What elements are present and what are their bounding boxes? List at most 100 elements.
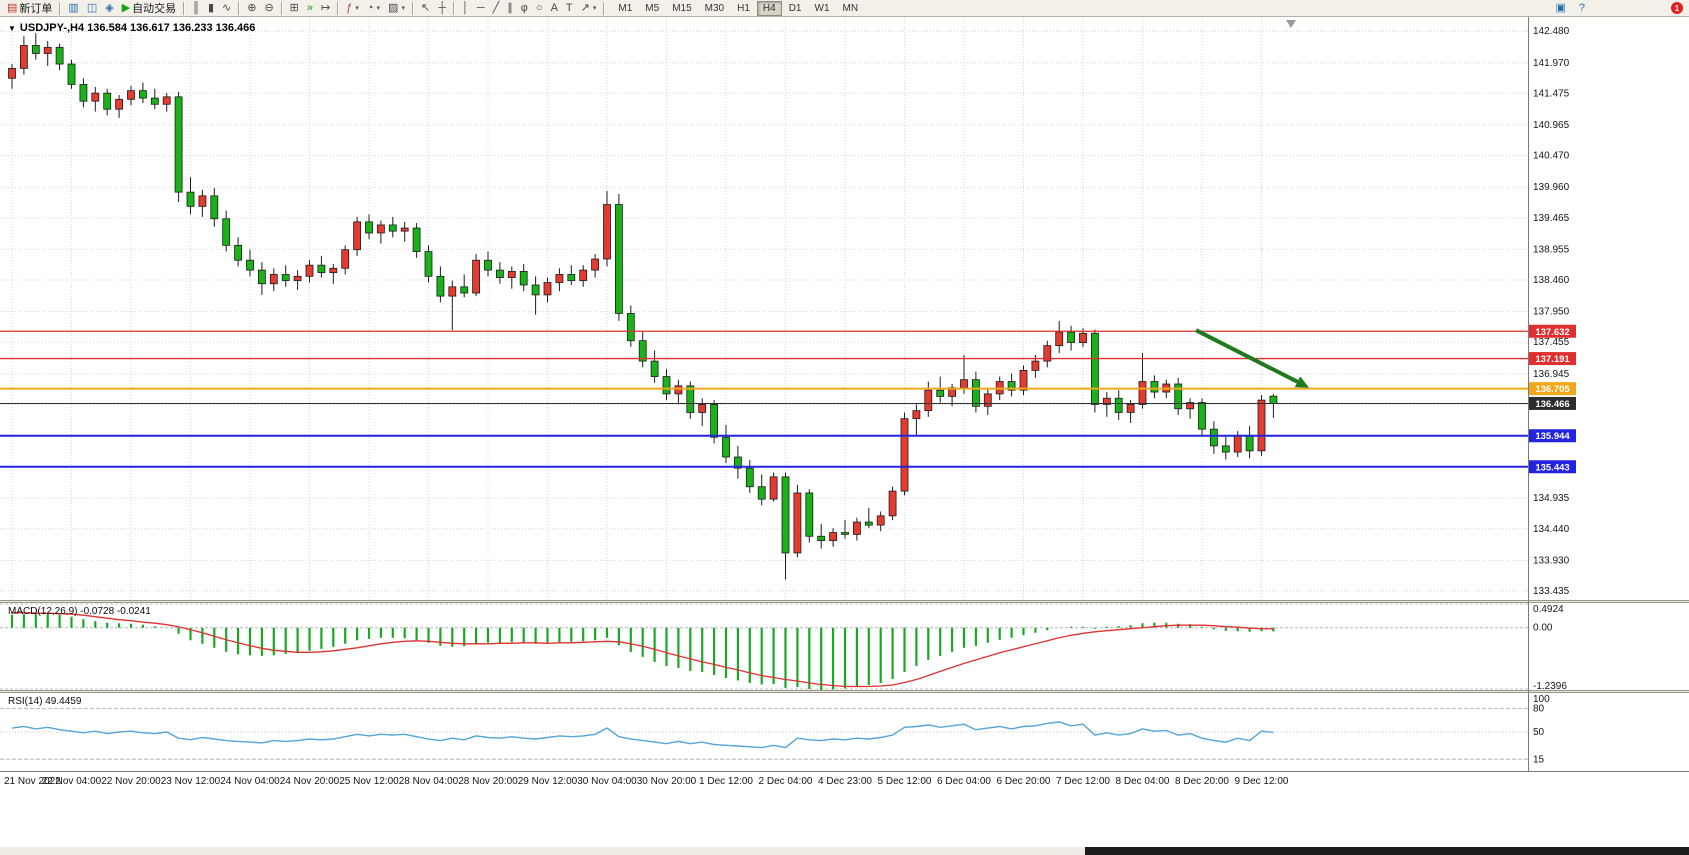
- macd-indicator[interactable]: 0.4924 0.00 -1.2396: [0, 603, 1567, 692]
- auto-scroll-icon[interactable]: »: [303, 1, 317, 16]
- channel-icon-glyph: ∥: [507, 1, 513, 14]
- timeframe-mn[interactable]: MN: [842, 2, 859, 14]
- candlestick-chart-icon-glyph: ▮: [207, 1, 215, 14]
- svg-text:136.945: 136.945: [1533, 369, 1570, 380]
- arrows-icon[interactable]: ↗ ▾: [577, 1, 601, 16]
- new-order-button[interactable]: ▤ 新订单: [3, 1, 56, 16]
- chart-shift-marker[interactable]: [1286, 20, 1296, 28]
- zoom-in-icon[interactable]: ⊕: [243, 1, 260, 16]
- svg-text:5 Dec 12:00: 5 Dec 12:00: [878, 776, 932, 787]
- auto-scroll-icon-glyph: »: [306, 1, 314, 14]
- svg-text:25 Nov 12:00: 25 Nov 12:00: [339, 776, 399, 787]
- svg-text:28 Nov 04:00: 28 Nov 04:00: [399, 776, 459, 787]
- toolbar-right: ▣? 1: [1551, 1, 1686, 16]
- timeframe-w1[interactable]: W1: [814, 2, 830, 14]
- toolbar-separator: [411, 1, 414, 15]
- data-window-icon[interactable]: ◫: [83, 1, 101, 16]
- chart-title: ▼ USDJPY-,H4 136.584 136.617 136.233 136…: [8, 22, 255, 34]
- hline-135_944[interactable]: 135.944: [0, 429, 1576, 443]
- h-scrollbar-track[interactable]: [0, 847, 1689, 855]
- svg-text:137.950: 137.950: [1533, 307, 1570, 318]
- svg-text:23 Nov 12:00: 23 Nov 12:00: [161, 776, 221, 787]
- hline-136_705[interactable]: 136.705: [0, 382, 1576, 396]
- trend-arrow[interactable]: [1195, 328, 1310, 388]
- toolbar-separator: [59, 1, 62, 15]
- help-icon[interactable]: ?: [1578, 1, 1585, 14]
- text-icon[interactable]: A: [547, 1, 562, 16]
- timeframe-h1[interactable]: H1: [737, 2, 750, 14]
- price-axis[interactable]: 142.480 141.970 141.475 140.965 140.470 139.9…: [1533, 26, 1570, 597]
- trendline-icon[interactable]: ╱: [489, 1, 504, 16]
- hline-136_466[interactable]: 136.466: [0, 396, 1576, 410]
- auto-trading-button[interactable]: ▶ 自动交易: [118, 1, 180, 16]
- svg-text:133.930: 133.930: [1533, 555, 1570, 566]
- h-scrollbar-thumb[interactable]: [1085, 847, 1689, 855]
- chart-shift-icon[interactable]: ↦: [317, 1, 334, 16]
- new-order-glyph: ▤: [7, 1, 18, 14]
- toolbar-separator: [603, 1, 606, 15]
- svg-text:134.935: 134.935: [1533, 493, 1570, 504]
- periods-icon[interactable]: ◔ ▾: [363, 1, 384, 16]
- svg-text:137.632: 137.632: [1535, 327, 1569, 338]
- fullscreen-icon[interactable]: ▣: [1555, 1, 1566, 14]
- crosshair-icon[interactable]: ┼: [434, 1, 450, 16]
- market-watch-icon[interactable]: ▥: [64, 1, 82, 16]
- bar-chart-icon[interactable]: ║: [188, 1, 204, 16]
- indicators-icon-glyph: ƒ: [346, 1, 353, 14]
- svg-text:136.466: 136.466: [1535, 399, 1569, 410]
- text-label-icon-glyph: T: [565, 1, 573, 14]
- timeframe-d1[interactable]: D1: [788, 2, 802, 14]
- svg-text:24 Nov 20:00: 24 Nov 20:00: [280, 776, 340, 787]
- svg-text:137.191: 137.191: [1535, 354, 1570, 365]
- line-chart-icon[interactable]: ∿: [218, 1, 235, 16]
- timeframe-m5[interactable]: M5: [645, 2, 660, 14]
- auto-trading-button-label: 自动交易: [132, 3, 177, 15]
- svg-text:21 Nov 2022: 21 Nov 2022: [4, 776, 61, 787]
- notification-badge[interactable]: 1: [1671, 2, 1683, 14]
- templates-icon[interactable]: ▨ ▾: [384, 1, 409, 16]
- fibonacci-icon-glyph: φ: [520, 1, 528, 14]
- svg-text:136.705: 136.705: [1535, 384, 1570, 395]
- hline-137_191[interactable]: 137.191: [0, 352, 1576, 366]
- timeframe-m15[interactable]: M15: [672, 2, 692, 14]
- shapes-icon[interactable]: ○: [532, 1, 547, 16]
- tile-windows-icon[interactable]: ⊞: [286, 1, 303, 16]
- candlestick-chart-icon[interactable]: ▮: [204, 1, 218, 16]
- svg-text:135.443: 135.443: [1535, 462, 1569, 473]
- chart-canvas[interactable]: 142.480 141.970 141.475 140.965 140.470 139.9…: [0, 17, 1689, 855]
- candlestick-series[interactable]: [8, 33, 1278, 580]
- svg-text:142.480: 142.480: [1533, 26, 1570, 37]
- zoom-out-icon[interactable]: ⊖: [260, 1, 277, 16]
- vertical-line-icon[interactable]: │: [458, 1, 473, 16]
- hline-135_443[interactable]: 135.443: [0, 460, 1576, 474]
- svg-text:137.455: 137.455: [1533, 337, 1570, 348]
- svg-text:7 Dec 12:00: 7 Dec 12:00: [1056, 776, 1110, 787]
- svg-text:50: 50: [1533, 727, 1545, 738]
- svg-text:1 Dec 12:00: 1 Dec 12:00: [699, 776, 753, 787]
- hline-137_632[interactable]: 137.632: [0, 324, 1576, 338]
- arrows-icon-glyph: ↗: [580, 1, 590, 14]
- fibonacci-icon[interactable]: φ: [517, 1, 532, 16]
- channel-icon[interactable]: ∥: [503, 1, 517, 16]
- cursor-icon[interactable]: ↖: [417, 1, 434, 16]
- timeframe-h4[interactable]: H4: [756, 0, 782, 16]
- navigator-icon[interactable]: ◈: [101, 1, 117, 16]
- vertical-line-icon-glyph: │: [461, 1, 469, 14]
- symbol-dropdown-icon[interactable]: ▼: [8, 23, 16, 33]
- horizontal-line-icon[interactable]: ─: [473, 1, 489, 16]
- chart-region[interactable]: 142.480 141.970 141.475 140.965 140.470 139.9…: [0, 17, 1689, 855]
- crosshair-icon-glyph: ┼: [438, 1, 446, 14]
- chart-shift-icon-glyph: ↦: [321, 1, 331, 14]
- svg-text:22 Nov 20:00: 22 Nov 20:00: [101, 776, 161, 787]
- indicators-icon[interactable]: ƒ ▾: [342, 1, 363, 16]
- svg-text:4 Dec 23:00: 4 Dec 23:00: [818, 776, 872, 787]
- timeframe-m30[interactable]: M30: [704, 2, 725, 14]
- svg-text:-1.2396: -1.2396: [1533, 681, 1567, 692]
- text-label-icon[interactable]: T: [562, 1, 577, 16]
- svg-text:141.970: 141.970: [1533, 58, 1570, 69]
- toolbar-groups: ▤ 新订单 ▥ ◫ ◈ ▶ 自动交易 ║ ▮ ∿ ⊕ ⊖ ⊞» ↦ ƒ ▾ ◔ ▾ ▨ ▾ ↖ ┼ │ ─ ╱ ∥ φ ○ A T ↗ ▾: [3, 1, 608, 16]
- rsi-line: [11, 721, 1274, 749]
- timeframe-m1[interactable]: M1: [618, 2, 633, 14]
